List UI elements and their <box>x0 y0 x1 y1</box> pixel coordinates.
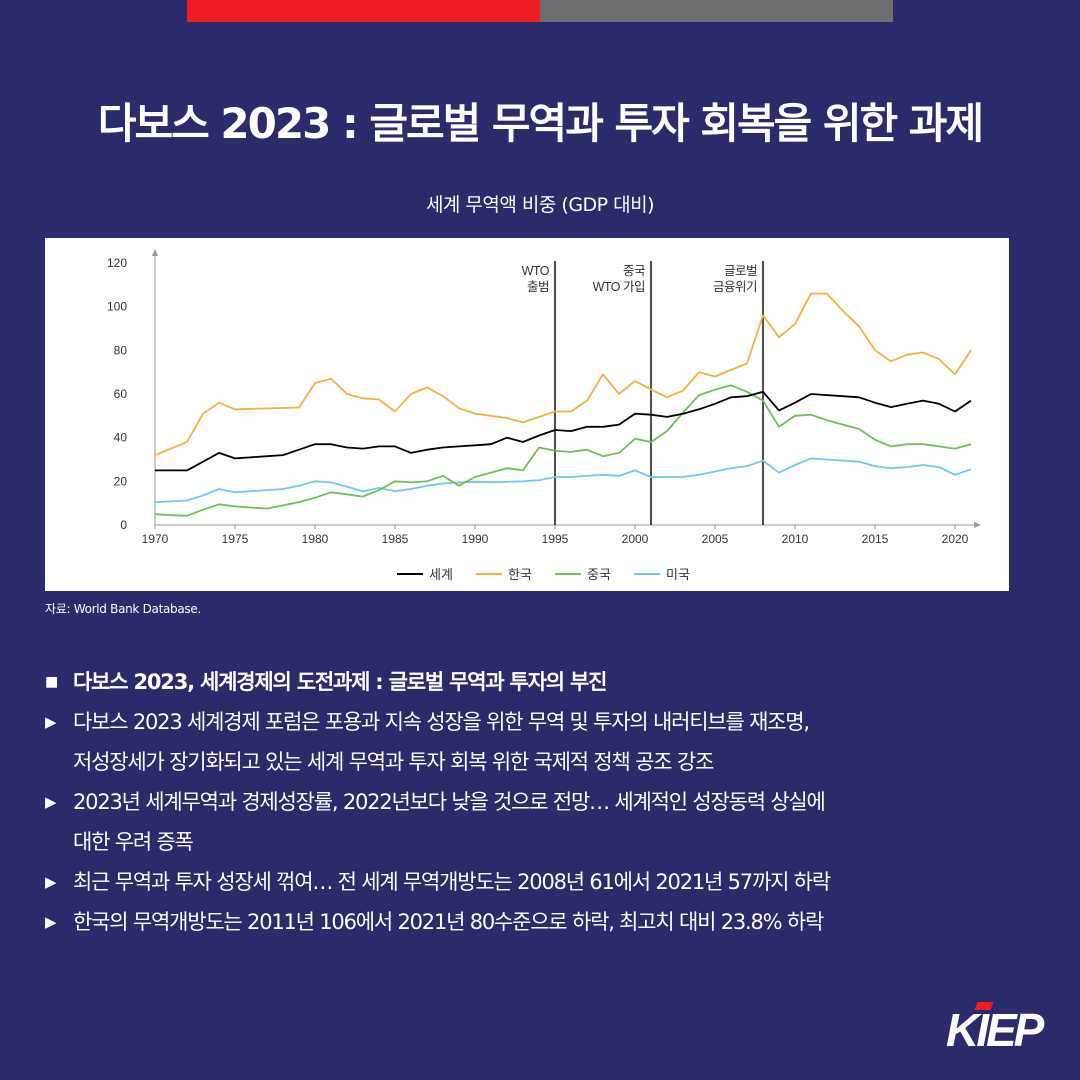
top-bar-gray <box>540 0 893 22</box>
bullet-item: ▶ 다보스 2023 세계경제 포럼은 포용과 지속 성장을 위한 무역 및 투… <box>45 702 1045 742</box>
logo-text: KIEP <box>946 1004 1044 1056</box>
x-tick-label: 1970 <box>142 532 169 546</box>
bullet-list: ■ 다보스 2023, 세계경제의 도전과제 : 글로벌 무역과 투자의 부진 … <box>45 662 1045 942</box>
triangle-bullet-icon: ▶ <box>45 873 57 891</box>
annotation-label: WTO 가입 <box>593 280 645 294</box>
top-bar-red <box>187 0 540 22</box>
y-tick-label: 100 <box>107 300 127 314</box>
chart-panel: 0 20 40 60 80 100 120 1970 1975 1980 1985 1990 1995 2… <box>45 238 1009 591</box>
annotation-label: WTO <box>522 264 550 278</box>
bullet-item: ▶ 한국의 무역개방도는 2011년 106에서 2021년 80수준으로 하락… <box>45 902 1045 942</box>
annotation-label: 금융위기 <box>713 280 757 294</box>
y-tick-label: 40 <box>114 431 128 445</box>
x-tick-label: 2000 <box>622 532 649 546</box>
y-tick-label: 0 <box>120 518 127 532</box>
logo-accent <box>974 1002 994 1010</box>
legend-label: 한국 <box>508 567 532 582</box>
chart-legend: 세계 한국 중국 미국 <box>397 567 690 582</box>
triangle-bullet-icon: ▶ <box>45 913 57 931</box>
annotation-label: 출범 <box>527 280 549 294</box>
bullet-item-text: 대한 우려 증폭 <box>73 830 194 854</box>
bullet-item-continuation: 대한 우려 증폭 <box>45 822 1045 862</box>
bullet-item-text: 저성장세가 장기화되고 있는 세계 무역과 투자 회복 위한 국제적 정책 공조… <box>73 750 714 774</box>
x-tick-label: 2005 <box>702 532 729 546</box>
x-tick-label: 1985 <box>382 532 409 546</box>
triangle-bullet-icon: ▶ <box>45 793 57 811</box>
y-tick-label: 60 <box>114 387 128 401</box>
x-tick-label: 1990 <box>462 532 489 546</box>
legend-label: 미국 <box>666 567 690 582</box>
x-tick-label: 2010 <box>782 532 809 546</box>
chart-axes: 0 20 40 60 80 100 120 1970 1975 1980 1985 1990 1995 2… <box>107 249 981 546</box>
trade-share-line-chart: 0 20 40 60 80 100 120 1970 1975 1980 1985 1990 1995 2… <box>107 249 981 582</box>
annotation-label: 글로벌 <box>724 264 757 278</box>
bullet-item-continuation: 저성장세가 장기화되고 있는 세계 무역과 투자 회복 위한 국제적 정책 공조… <box>45 742 1045 782</box>
chart-series <box>154 292 972 517</box>
x-tick-label: 1995 <box>542 532 569 546</box>
legend-label: 중국 <box>587 567 611 582</box>
bullet-heading-text: 다보스 2023, 세계경제의 도전과제 : 글로벌 무역과 투자의 부진 <box>73 670 607 694</box>
triangle-bullet-icon: ▶ <box>45 713 57 731</box>
bullet-item: ▶ 2023년 세계무역과 경제성장률, 2022년보다 낮을 것으로 전망… … <box>45 782 1045 822</box>
y-tick-label: 20 <box>114 474 128 488</box>
y-tick-label: 80 <box>114 343 128 357</box>
bullet-item: ▶ 최근 무역과 투자 성장세 꺾여… 전 세계 무역개방도는 2008년 61… <box>45 862 1045 902</box>
source-note: 자료: World Bank Database. <box>45 602 201 616</box>
legend-label: 세계 <box>429 567 453 582</box>
bullet-item-text: 최근 무역과 투자 성장세 꺾여… 전 세계 무역개방도는 2008년 61에서… <box>73 870 831 894</box>
x-axis-arrow-icon <box>974 522 981 528</box>
x-tick-label: 2020 <box>942 532 969 546</box>
bullet-item-text: 다보스 2023 세계경제 포럼은 포용과 지속 성장을 위한 무역 및 투자의… <box>73 710 810 734</box>
x-tick-label: 2015 <box>862 532 889 546</box>
square-bullet-icon: ■ <box>45 674 58 690</box>
series-line-중국 <box>154 384 972 517</box>
bullet-item-text: 한국의 무역개방도는 2011년 106에서 2021년 80수준으로 하락, … <box>73 910 824 934</box>
annotation-label: 중국 <box>623 264 645 278</box>
y-tick-label: 120 <box>107 256 127 270</box>
x-tick-label: 1980 <box>302 532 329 546</box>
series-line-세계 <box>155 390 972 472</box>
kiep-logo: KIEP <box>946 1002 1056 1056</box>
bullet-heading: ■ 다보스 2023, 세계경제의 도전과제 : 글로벌 무역과 투자의 부진 <box>45 662 1045 702</box>
series-line-미국 <box>154 457 972 503</box>
top-color-bar <box>187 0 893 22</box>
y-axis-arrow-icon <box>152 249 158 256</box>
bullet-item-text: 2023년 세계무역과 경제성장률, 2022년보다 낮을 것으로 전망… 세계… <box>73 790 826 814</box>
x-tick-label: 1975 <box>222 532 249 546</box>
series-line-한국 <box>154 292 972 456</box>
chart-title: 세계 무역액 비중 (GDP 대비) <box>425 194 655 216</box>
page-title: 다보스 2023 : 글로벌 무역과 투자 회복을 위한 과제 <box>97 99 984 148</box>
